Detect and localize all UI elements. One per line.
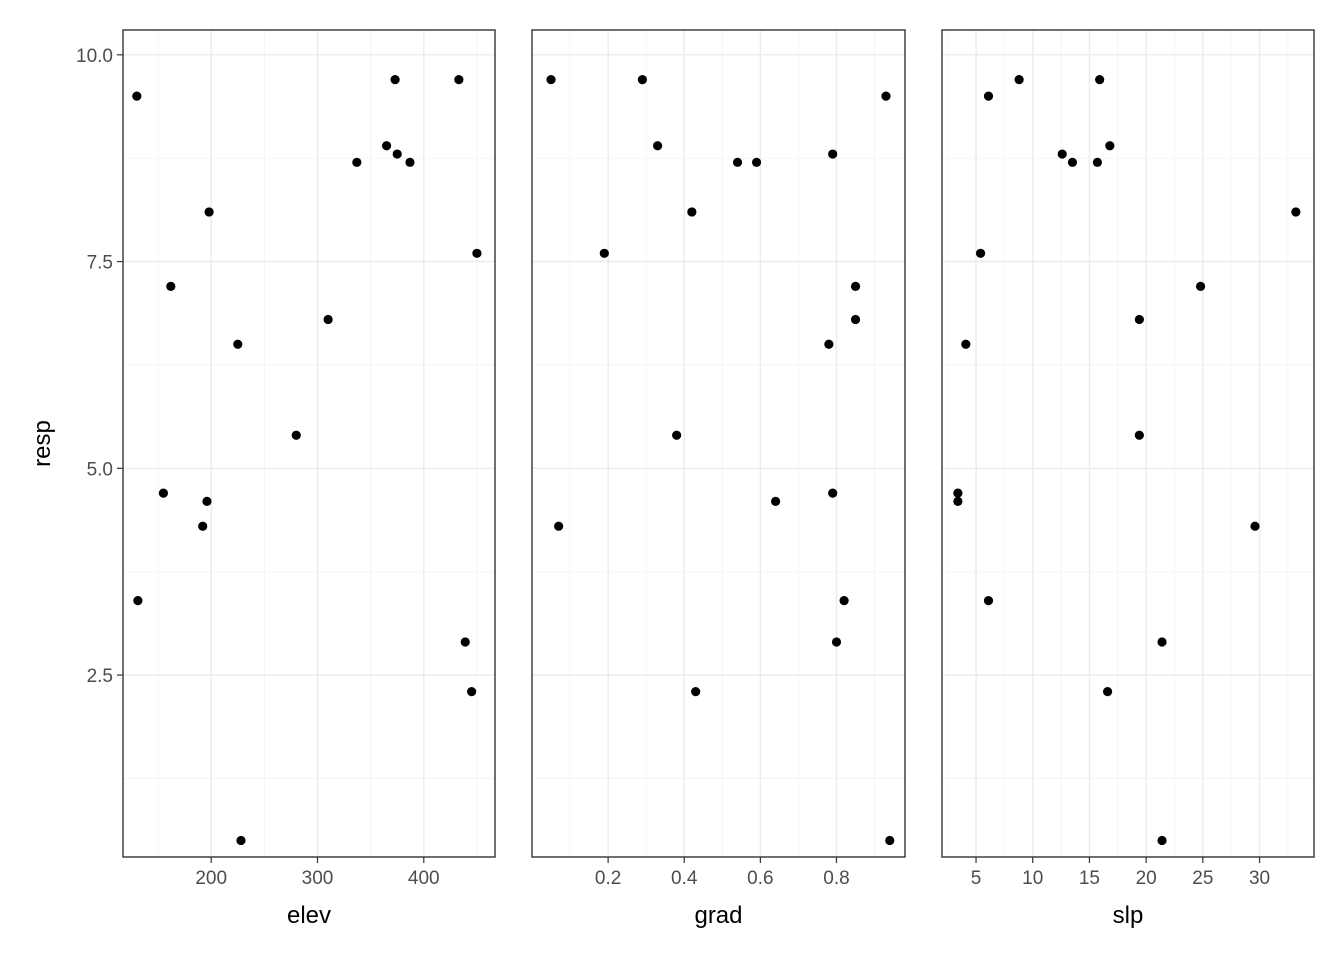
data-point-slp-4	[983, 91, 994, 101]
data-point-grad-19	[885, 835, 895, 846]
data-point-grad-10	[770, 496, 781, 506]
x-tick-label-slp: 15	[1079, 868, 1100, 889]
data-point-slp-2	[961, 339, 971, 349]
data-point-slp-18	[1250, 521, 1260, 531]
data-point-grad-6	[687, 207, 697, 217]
data-point-slp-15	[1157, 637, 1167, 647]
data-point-elev-5	[202, 496, 212, 506]
data-point-grad-5	[672, 430, 682, 440]
data-point-elev-1	[133, 596, 143, 606]
data-point-slp-11	[1102, 687, 1113, 697]
panel-border-slp	[941, 29, 1315, 858]
data-point-elev-9	[291, 430, 301, 440]
data-point-slp-3	[975, 248, 986, 258]
data-point-elev-11	[352, 157, 362, 167]
data-point-grad-14	[831, 637, 842, 647]
data-point-grad-3	[637, 75, 647, 85]
data-point-grad-18	[881, 91, 891, 101]
data-point-slp-16	[1157, 835, 1167, 846]
data-point-grad-12	[828, 149, 838, 159]
data-point-elev-7	[233, 339, 243, 349]
data-point-elev-12	[381, 141, 392, 151]
data-point-grad-16	[850, 281, 861, 291]
x-tick-label-elev: 200	[195, 868, 227, 889]
data-point-slp-17	[1195, 281, 1206, 291]
data-point-grad-9	[751, 157, 762, 167]
y-axis-title: resp	[29, 420, 56, 467]
data-point-elev-18	[467, 687, 477, 697]
data-point-elev-3	[166, 281, 176, 291]
data-point-grad-7	[691, 687, 701, 697]
data-point-slp-13	[1134, 314, 1144, 325]
y-tick-label: 7.5	[87, 253, 113, 274]
data-point-elev-2	[158, 488, 168, 498]
data-point-elev-17	[460, 637, 470, 647]
data-point-slp-14	[1134, 430, 1144, 440]
data-point-elev-10	[323, 314, 333, 325]
data-point-grad-8	[732, 157, 743, 167]
data-point-slp-5	[983, 596, 994, 606]
y-tick-label: 2.5	[87, 666, 113, 687]
data-point-slp-0	[953, 488, 963, 498]
x-tick-label-grad: 0.4	[671, 868, 698, 889]
x-axis-title-slp: slp	[1113, 902, 1144, 929]
data-point-elev-16	[454, 75, 464, 85]
data-point-elev-4	[198, 521, 208, 531]
x-tick-label-grad: 0.2	[595, 868, 621, 889]
data-point-slp-6	[1014, 75, 1024, 85]
data-point-grad-11	[824, 339, 834, 349]
data-point-grad-17	[850, 314, 861, 325]
x-tick-label-slp: 20	[1136, 868, 1157, 889]
x-tick-label-slp: 10	[1022, 868, 1043, 889]
data-point-grad-2	[599, 248, 609, 258]
data-point-slp-10	[1095, 75, 1105, 85]
data-point-elev-13	[390, 75, 400, 85]
data-point-slp-12	[1105, 141, 1115, 151]
data-point-slp-19	[1291, 207, 1301, 217]
x-tick-label-elev: 400	[408, 868, 440, 889]
y-tick-label: 10.0	[76, 46, 113, 67]
panel-border-elev	[122, 29, 496, 858]
data-point-grad-1	[554, 521, 564, 531]
data-point-elev-8	[236, 835, 246, 846]
data-point-elev-14	[392, 149, 402, 159]
data-point-slp-1	[953, 496, 963, 506]
data-point-elev-19	[472, 248, 482, 258]
data-point-grad-4	[653, 141, 663, 151]
data-point-slp-8	[1067, 157, 1078, 167]
x-tick-label-grad: 0.8	[823, 868, 849, 889]
x-tick-label-grad: 0.6	[747, 868, 773, 889]
data-point-elev-15	[405, 157, 415, 167]
x-tick-label-elev: 300	[302, 868, 334, 889]
x-tick-label-slp: 30	[1249, 868, 1270, 889]
data-point-elev-6	[204, 207, 214, 217]
data-point-grad-0	[546, 75, 556, 85]
x-tick-label-slp: 25	[1192, 868, 1213, 889]
y-tick-label: 5.0	[87, 459, 113, 480]
data-point-elev-0	[132, 91, 142, 101]
data-point-slp-9	[1092, 157, 1102, 167]
x-axis-title-elev: elev	[287, 902, 331, 929]
data-point-grad-15	[839, 596, 849, 606]
x-axis-title-grad: grad	[694, 902, 742, 929]
data-point-slp-7	[1057, 149, 1067, 159]
panel-border-grad	[531, 29, 906, 858]
data-point-grad-13	[828, 488, 838, 498]
x-tick-label-slp: 5	[971, 868, 982, 889]
